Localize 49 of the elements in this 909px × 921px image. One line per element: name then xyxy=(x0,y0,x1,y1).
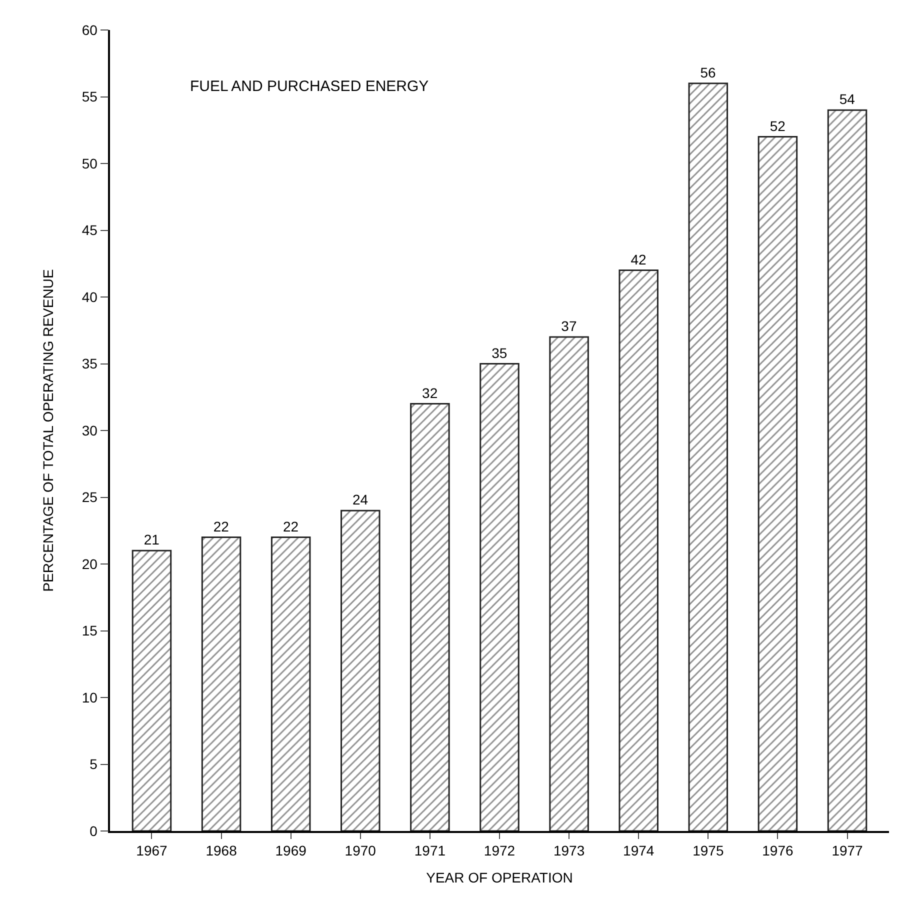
y-tick-label: 35 xyxy=(82,356,98,372)
data-label: 22 xyxy=(213,518,230,534)
bar xyxy=(480,363,520,831)
bar xyxy=(132,550,172,831)
x-tick-label: 1977 xyxy=(832,842,864,859)
data-label: 21 xyxy=(144,532,160,548)
y-tick-label: 45 xyxy=(82,222,98,238)
y-tick-label: 15 xyxy=(82,622,98,639)
data-label: 37 xyxy=(561,318,577,334)
x-tick-label: 1972 xyxy=(484,842,516,859)
x-tick-label: 1976 xyxy=(762,842,794,859)
x-tick-label: 1970 xyxy=(344,842,376,859)
bar xyxy=(340,510,380,831)
x-tick-label: 1975 xyxy=(692,842,724,859)
data-label: 52 xyxy=(770,118,786,134)
data-label: 54 xyxy=(839,91,856,108)
bar xyxy=(410,403,450,831)
y-tick-label: 40 xyxy=(82,288,98,305)
y-tick-label: 55 xyxy=(82,88,98,105)
bar xyxy=(618,270,658,831)
y-tick-label: 10 xyxy=(82,689,98,706)
y-axis-title: PERCENTAGE OF TOTAL OPERATING REVENUE xyxy=(40,269,56,592)
x-tick-label: 1971 xyxy=(414,842,446,859)
x-tick-label: 1967 xyxy=(136,842,168,859)
y-tick-label: 60 xyxy=(82,22,98,38)
data-label: 42 xyxy=(630,251,646,268)
data-label: 24 xyxy=(352,492,368,508)
x-axis-title: YEAR OF OPERATION xyxy=(426,869,573,886)
x-tick-label: 1968 xyxy=(206,842,238,859)
bar xyxy=(201,536,242,831)
bar xyxy=(758,136,798,831)
y-tick-label: 30 xyxy=(82,422,98,438)
x-tick-label: 1973 xyxy=(553,842,585,859)
data-label: 32 xyxy=(422,384,438,401)
bar xyxy=(827,109,868,831)
y-tick-label: 25 xyxy=(82,489,98,506)
y-tick-label: 50 xyxy=(82,155,98,172)
data-label: 56 xyxy=(700,64,716,80)
data-label: 22 xyxy=(282,518,299,534)
data-label: 35 xyxy=(492,344,508,361)
bar xyxy=(549,336,589,831)
y-tick-label: 20 xyxy=(82,556,98,572)
bar xyxy=(270,536,311,831)
text: FUEL AND PURCHASED ENERGY xyxy=(190,78,429,95)
y-tick-label: 5 xyxy=(90,756,98,772)
x-tick-label: 1974 xyxy=(623,842,654,859)
bar xyxy=(688,82,728,831)
y-tick-label: 0 xyxy=(90,822,98,839)
x-tick-label: 1969 xyxy=(275,842,307,859)
